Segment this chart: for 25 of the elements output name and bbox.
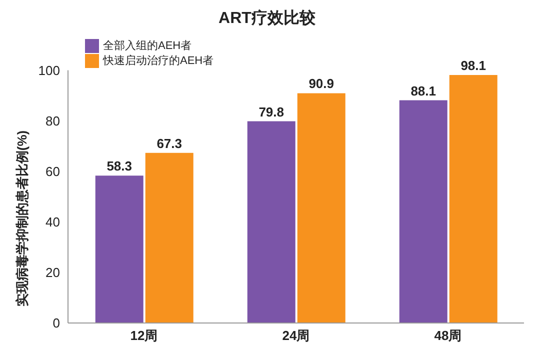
data-label: 79.8 xyxy=(258,104,284,120)
x-tick-label: 12周 xyxy=(130,328,158,344)
bar xyxy=(449,74,498,323)
legend-label: 快速启动治疗的AEH者 xyxy=(103,55,214,68)
y-tick-label: 0 xyxy=(52,316,60,331)
bar xyxy=(297,93,346,323)
data-label: 98.1 xyxy=(460,58,486,73)
y-tick-label: 20 xyxy=(46,265,60,280)
y-tick-label: 40 xyxy=(46,214,60,230)
x-tick-label: 48周 xyxy=(434,328,462,344)
data-label: 88.1 xyxy=(410,83,436,98)
bar xyxy=(95,176,144,323)
data-label: 90.9 xyxy=(308,76,334,92)
x-tick-label: 24周 xyxy=(282,328,310,344)
bar xyxy=(247,121,296,323)
y-tick-label: 80 xyxy=(46,113,60,128)
y-tick-label: 60 xyxy=(46,164,60,179)
bar xyxy=(145,152,194,323)
bar xyxy=(399,100,448,323)
y-tick-label: 100 xyxy=(38,62,60,78)
y-axis-title: 实现病毒学抑制的患者比例(%) xyxy=(14,130,30,307)
data-label: 67.3 xyxy=(156,136,182,151)
legend-label: 全部入组的AEH者 xyxy=(103,40,192,52)
data-label: 58.3 xyxy=(106,158,132,174)
chart-title: ART疗效比较 xyxy=(218,8,316,29)
